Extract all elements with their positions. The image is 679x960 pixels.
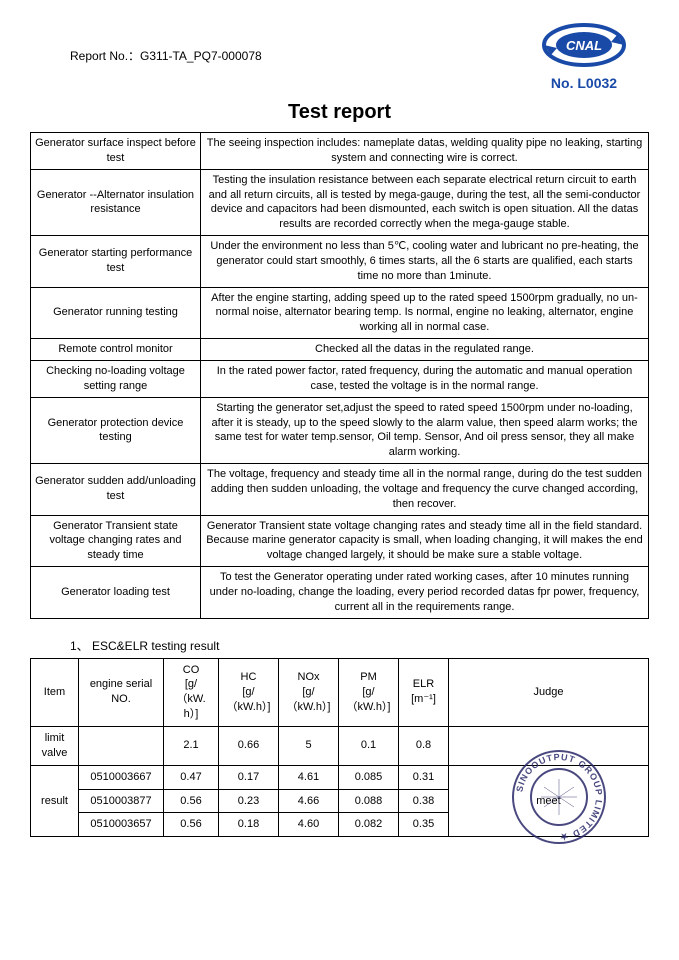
limit-hc: 0.66 [219, 727, 279, 766]
row-label: Generator sudden add/unloading test [31, 464, 201, 516]
row-desc: Checked all the datas in the regulated r… [201, 339, 649, 361]
row-desc: The voltage, frequency and steady time a… [201, 464, 649, 516]
result-table: Item engine serial NO. CO[g/（kW.h）] HC[g… [30, 658, 649, 838]
judge-cell: meet [449, 765, 649, 837]
row-desc: Starting the generator set,adjust the sp… [201, 397, 649, 463]
cnal-logo-icon: CNAL [539, 20, 629, 70]
row-desc: After the engine starting, adding speed … [201, 287, 649, 339]
col-judge: Judge [449, 658, 649, 726]
cell-elr: 0.35 [399, 813, 449, 837]
table-header-row: Item engine serial NO. CO[g/（kW.h）] HC[g… [31, 658, 649, 726]
row-desc: In the rated power factor, rated frequen… [201, 360, 649, 397]
logo-text: CNAL [566, 38, 602, 53]
table-row: Generator protection device testingStart… [31, 397, 649, 463]
col-serial: engine serial NO. [79, 658, 164, 726]
report-no-value: G311-TA_PQ7-000078 [140, 49, 262, 63]
page: Report No.：G311-TA_PQ7-000078 CNAL No. L… [0, 0, 679, 867]
limit-co: 2.1 [164, 727, 219, 766]
cell-pm: 0.082 [339, 813, 399, 837]
cell-serial: 0510003877 [79, 789, 164, 813]
cell-nox: 4.66 [279, 789, 339, 813]
cell-nox: 4.61 [279, 765, 339, 789]
table-row: Generator Transient state voltage changi… [31, 515, 649, 567]
cell-hc: 0.23 [219, 789, 279, 813]
col-item: Item [31, 658, 79, 726]
table-row: Generator loading testTo test the Genera… [31, 567, 649, 619]
limit-serial [79, 727, 164, 766]
table-row: Generator sudden add/unloading testThe v… [31, 464, 649, 516]
row-label: Generator starting performance test [31, 236, 201, 288]
cell-co: 0.56 [164, 813, 219, 837]
row-desc: To test the Generator operating under ra… [201, 567, 649, 619]
limit-judge [449, 727, 649, 766]
logo-block: CNAL No. L0032 [539, 20, 629, 91]
col-elr: ELR[m⁻¹] [399, 658, 449, 726]
row-desc: The seeing inspection includes: nameplat… [201, 133, 649, 170]
cell-hc: 0.17 [219, 765, 279, 789]
cell-co: 0.47 [164, 765, 219, 789]
row-label: Checking no-loading voltage setting rang… [31, 360, 201, 397]
limit-pm: 0.1 [339, 727, 399, 766]
cell-hc: 0.18 [219, 813, 279, 837]
table-row: Generator --Alternator insulation resist… [31, 169, 649, 235]
table-row: Generator running testingAfter the engin… [31, 287, 649, 339]
cell-elr: 0.31 [399, 765, 449, 789]
table-row: Generator surface inspect before testThe… [31, 133, 649, 170]
table-row: Checking no-loading voltage setting rang… [31, 360, 649, 397]
cell-serial: 0510003667 [79, 765, 164, 789]
col-pm: PM[g/（kW.h）] [339, 658, 399, 726]
header: Report No.：G311-TA_PQ7-000078 CNAL No. L… [30, 20, 649, 91]
result-table-wrap: Item engine serial NO. CO[g/（kW.h）] HC[g… [30, 658, 649, 838]
limit-nox: 5 [279, 727, 339, 766]
page-title: Test report [30, 101, 649, 124]
cell-pm: 0.088 [339, 789, 399, 813]
row-desc: Testing the insulation resistance betwee… [201, 169, 649, 235]
row-label: Remote control monitor [31, 339, 201, 361]
cell-co: 0.56 [164, 789, 219, 813]
row-desc: Generator Transient state voltage changi… [201, 515, 649, 567]
col-hc: HC[g/（kW.h）] [219, 658, 279, 726]
limit-row: limit valve 2.1 0.66 5 0.1 0.8 [31, 727, 649, 766]
report-number: Report No.：G311-TA_PQ7-000078 [70, 47, 262, 64]
cell-serial: 0510003657 [79, 813, 164, 837]
row-desc: Under the environment no less than 5℃, c… [201, 236, 649, 288]
row-label: Generator running testing [31, 287, 201, 339]
report-no-label: Report No.： [70, 49, 140, 63]
main-table: Generator surface inspect before testThe… [30, 132, 649, 619]
table-row: Generator starting performance testUnder… [31, 236, 649, 288]
table-row: Remote control monitorChecked all the da… [31, 339, 649, 361]
result-row: result 0510003667 0.47 0.17 4.61 0.085 0… [31, 765, 649, 789]
cell-elr: 0.38 [399, 789, 449, 813]
col-nox: NOx[g/（kW.h）] [279, 658, 339, 726]
row-label: Generator Transient state voltage changi… [31, 515, 201, 567]
logo-number: No. L0032 [539, 75, 629, 91]
row-label: Generator surface inspect before test [31, 133, 201, 170]
row-label: Generator protection device testing [31, 397, 201, 463]
row-label: Generator --Alternator insulation resist… [31, 169, 201, 235]
section-label: 1、 ESC&ELR testing result [70, 637, 649, 654]
limit-label: limit valve [31, 727, 79, 766]
cell-pm: 0.085 [339, 765, 399, 789]
col-co: CO[g/（kW.h）] [164, 658, 219, 726]
limit-elr: 0.8 [399, 727, 449, 766]
result-label: result [31, 765, 79, 837]
row-label: Generator loading test [31, 567, 201, 619]
cell-nox: 4.60 [279, 813, 339, 837]
